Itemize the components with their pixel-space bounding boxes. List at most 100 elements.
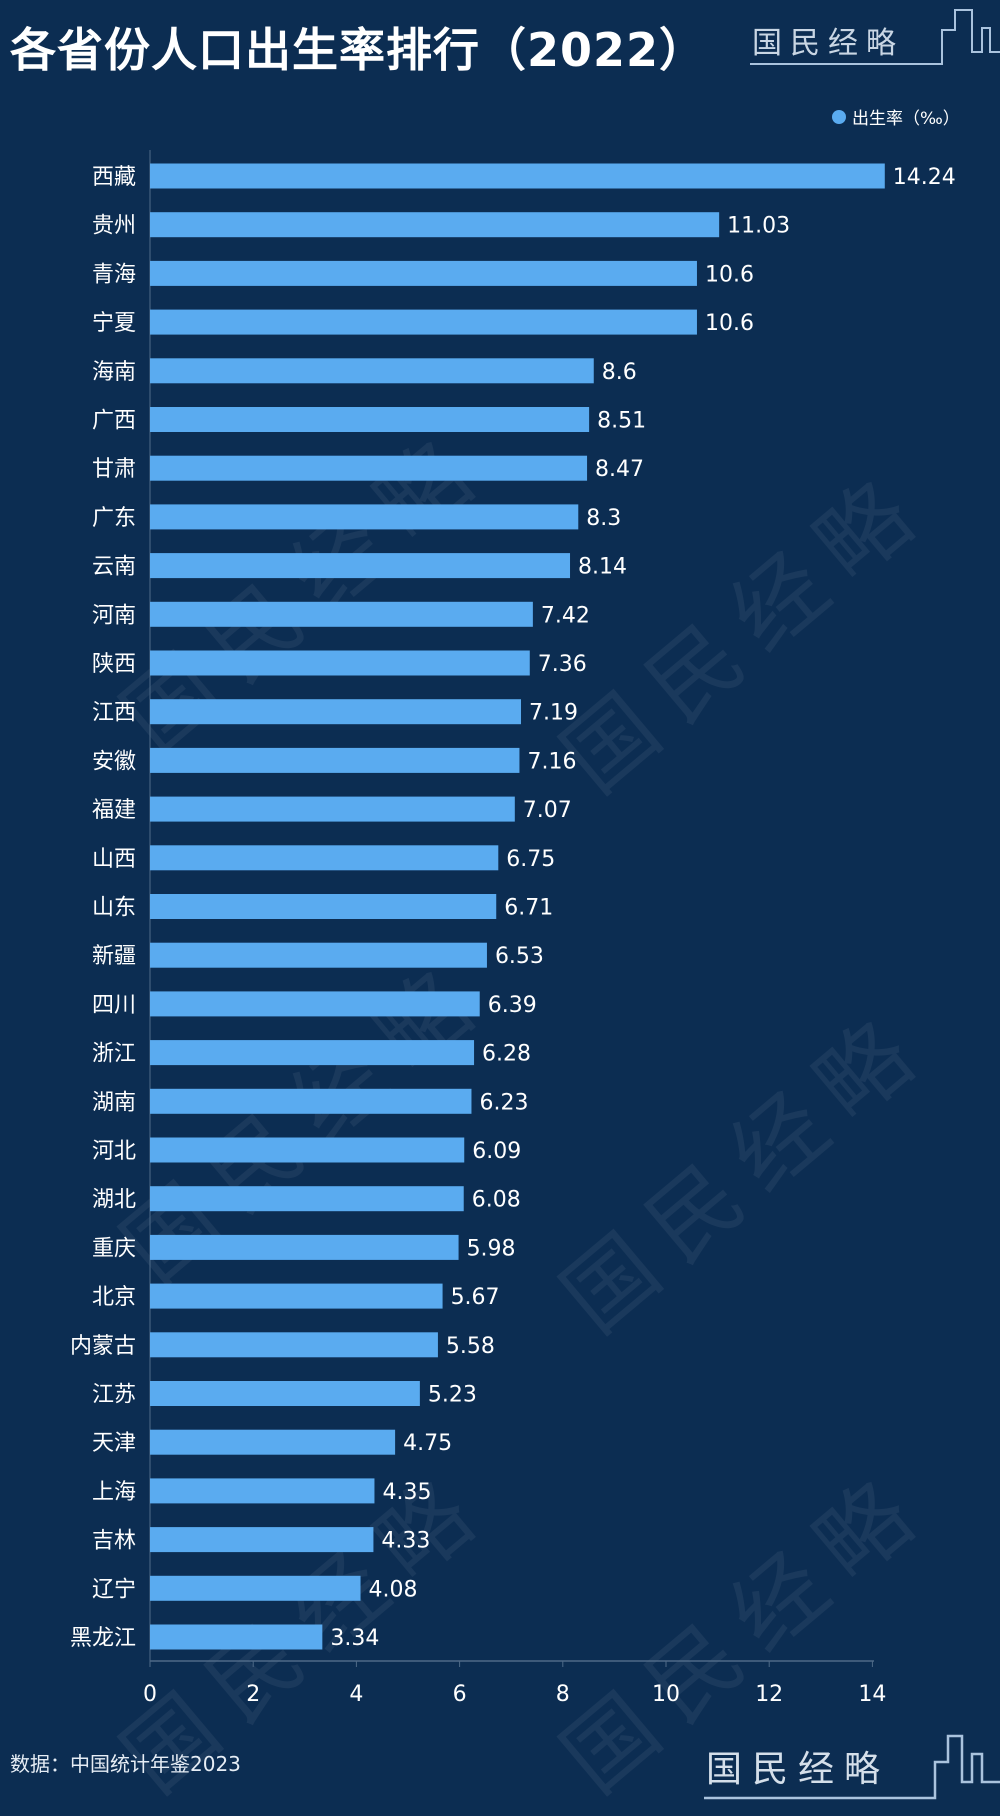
- data-label: 7.16: [527, 749, 576, 774]
- data-label: 8.51: [597, 409, 646, 434]
- category-label: 广西: [92, 409, 136, 434]
- data-label: 4.35: [382, 1480, 431, 1505]
- bar: [150, 504, 579, 530]
- data-label: 8.14: [578, 555, 627, 580]
- bar: [150, 1332, 438, 1358]
- category-label: 黑龙江: [70, 1626, 136, 1651]
- category-label: 安徽: [92, 749, 136, 774]
- category-label: 贵州: [92, 214, 136, 239]
- data-label: 11.03: [727, 214, 790, 239]
- category-label: 陕西: [92, 652, 136, 677]
- data-label: 6.71: [504, 896, 553, 921]
- category-label: 福建: [92, 798, 136, 823]
- data-label: 6.75: [506, 847, 555, 872]
- bar: [150, 1527, 374, 1553]
- data-label: 10.6: [705, 262, 754, 287]
- source-note: 数据：中国统计年鉴2023: [10, 1752, 241, 1776]
- category-label: 湖南: [92, 1090, 136, 1115]
- data-label: 7.36: [538, 652, 587, 677]
- bar: [150, 1478, 375, 1504]
- category-label: 海南: [92, 360, 136, 385]
- category-label: 青海: [92, 262, 136, 287]
- data-label: 6.53: [495, 944, 544, 969]
- data-label: 5.23: [428, 1383, 477, 1408]
- x-tick-label: 12: [755, 1682, 783, 1707]
- footer-logo-text: 国民经略: [706, 1749, 891, 1790]
- data-label: 4.08: [369, 1577, 418, 1602]
- category-label: 内蒙古: [70, 1334, 136, 1359]
- category-label: 宁夏: [92, 311, 136, 336]
- category-label: 天津: [92, 1431, 136, 1456]
- data-label: 6.09: [472, 1139, 521, 1164]
- bar: [150, 358, 594, 384]
- chart-legend: 出生率（‰）: [832, 104, 960, 129]
- data-label: 14.24: [893, 165, 956, 190]
- x-tick-label: 14: [858, 1682, 886, 1707]
- category-label: 西藏: [92, 165, 136, 190]
- category-label: 重庆: [92, 1236, 136, 1261]
- category-label: 河北: [92, 1139, 136, 1164]
- category-label: 山东: [92, 896, 136, 921]
- category-label: 山西: [92, 847, 136, 872]
- data-label: 7.07: [523, 798, 572, 823]
- bar: [150, 553, 571, 579]
- category-label: 浙江: [92, 1042, 136, 1067]
- data-label: 6.08: [472, 1188, 521, 1213]
- x-tick-label: 10: [652, 1682, 680, 1707]
- bar: [150, 260, 697, 286]
- bar: [150, 407, 590, 432]
- x-tick-label: 2: [246, 1682, 260, 1707]
- bar: [150, 309, 697, 335]
- legend-swatch: [832, 109, 846, 124]
- bar: [150, 1624, 323, 1650]
- category-label: 湖北: [92, 1188, 136, 1213]
- bar: [150, 601, 533, 627]
- bar: [150, 212, 720, 238]
- bar: [150, 699, 522, 725]
- logo-text: 国民经略: [752, 26, 904, 61]
- x-tick-label: 0: [143, 1682, 157, 1707]
- data-label: 6.23: [479, 1090, 528, 1115]
- skyline-icon: [750, 9, 1000, 65]
- category-label: 江苏: [92, 1383, 136, 1408]
- category-label: 吉林: [92, 1529, 136, 1554]
- category-label: 北京: [92, 1285, 136, 1310]
- bar: [150, 747, 520, 773]
- legend-label: 出生率（‰）: [852, 109, 960, 129]
- data-label: 6.39: [488, 993, 537, 1018]
- bar: [150, 991, 480, 1017]
- bar: [150, 1186, 464, 1212]
- bar: [150, 1040, 475, 1066]
- bar: [150, 1381, 420, 1406]
- category-label: 新疆: [92, 944, 136, 969]
- bar: [150, 1429, 396, 1455]
- x-tick-label: 8: [556, 1682, 570, 1707]
- data-label: 8.3: [586, 506, 621, 531]
- page-title: 各省份人口出生率排行（2022）: [10, 23, 707, 77]
- data-label: 7.19: [529, 701, 578, 726]
- bar: [150, 1137, 465, 1163]
- bar: [150, 455, 588, 481]
- category-label: 四川: [92, 993, 136, 1018]
- data-label: 5.58: [446, 1334, 495, 1359]
- bar: [150, 1088, 472, 1114]
- data-label: 7.42: [541, 603, 590, 628]
- bar: [150, 1234, 459, 1260]
- data-label: 4.75: [403, 1431, 452, 1456]
- bar: [150, 1575, 361, 1601]
- category-label: 甘肃: [92, 457, 136, 482]
- data-label: 5.98: [467, 1236, 516, 1261]
- category-label: 江西: [92, 701, 136, 726]
- bar: [150, 796, 515, 822]
- data-label: 8.47: [595, 457, 644, 482]
- bar: [150, 1283, 443, 1309]
- data-label: 10.6: [705, 311, 754, 336]
- category-label: 云南: [92, 555, 136, 580]
- bar: [150, 163, 885, 189]
- category-label: 辽宁: [92, 1577, 136, 1602]
- bar: [150, 894, 497, 919]
- x-tick-label: 6: [453, 1682, 467, 1707]
- data-label: 3.34: [330, 1626, 379, 1651]
- category-label: 上海: [92, 1480, 136, 1505]
